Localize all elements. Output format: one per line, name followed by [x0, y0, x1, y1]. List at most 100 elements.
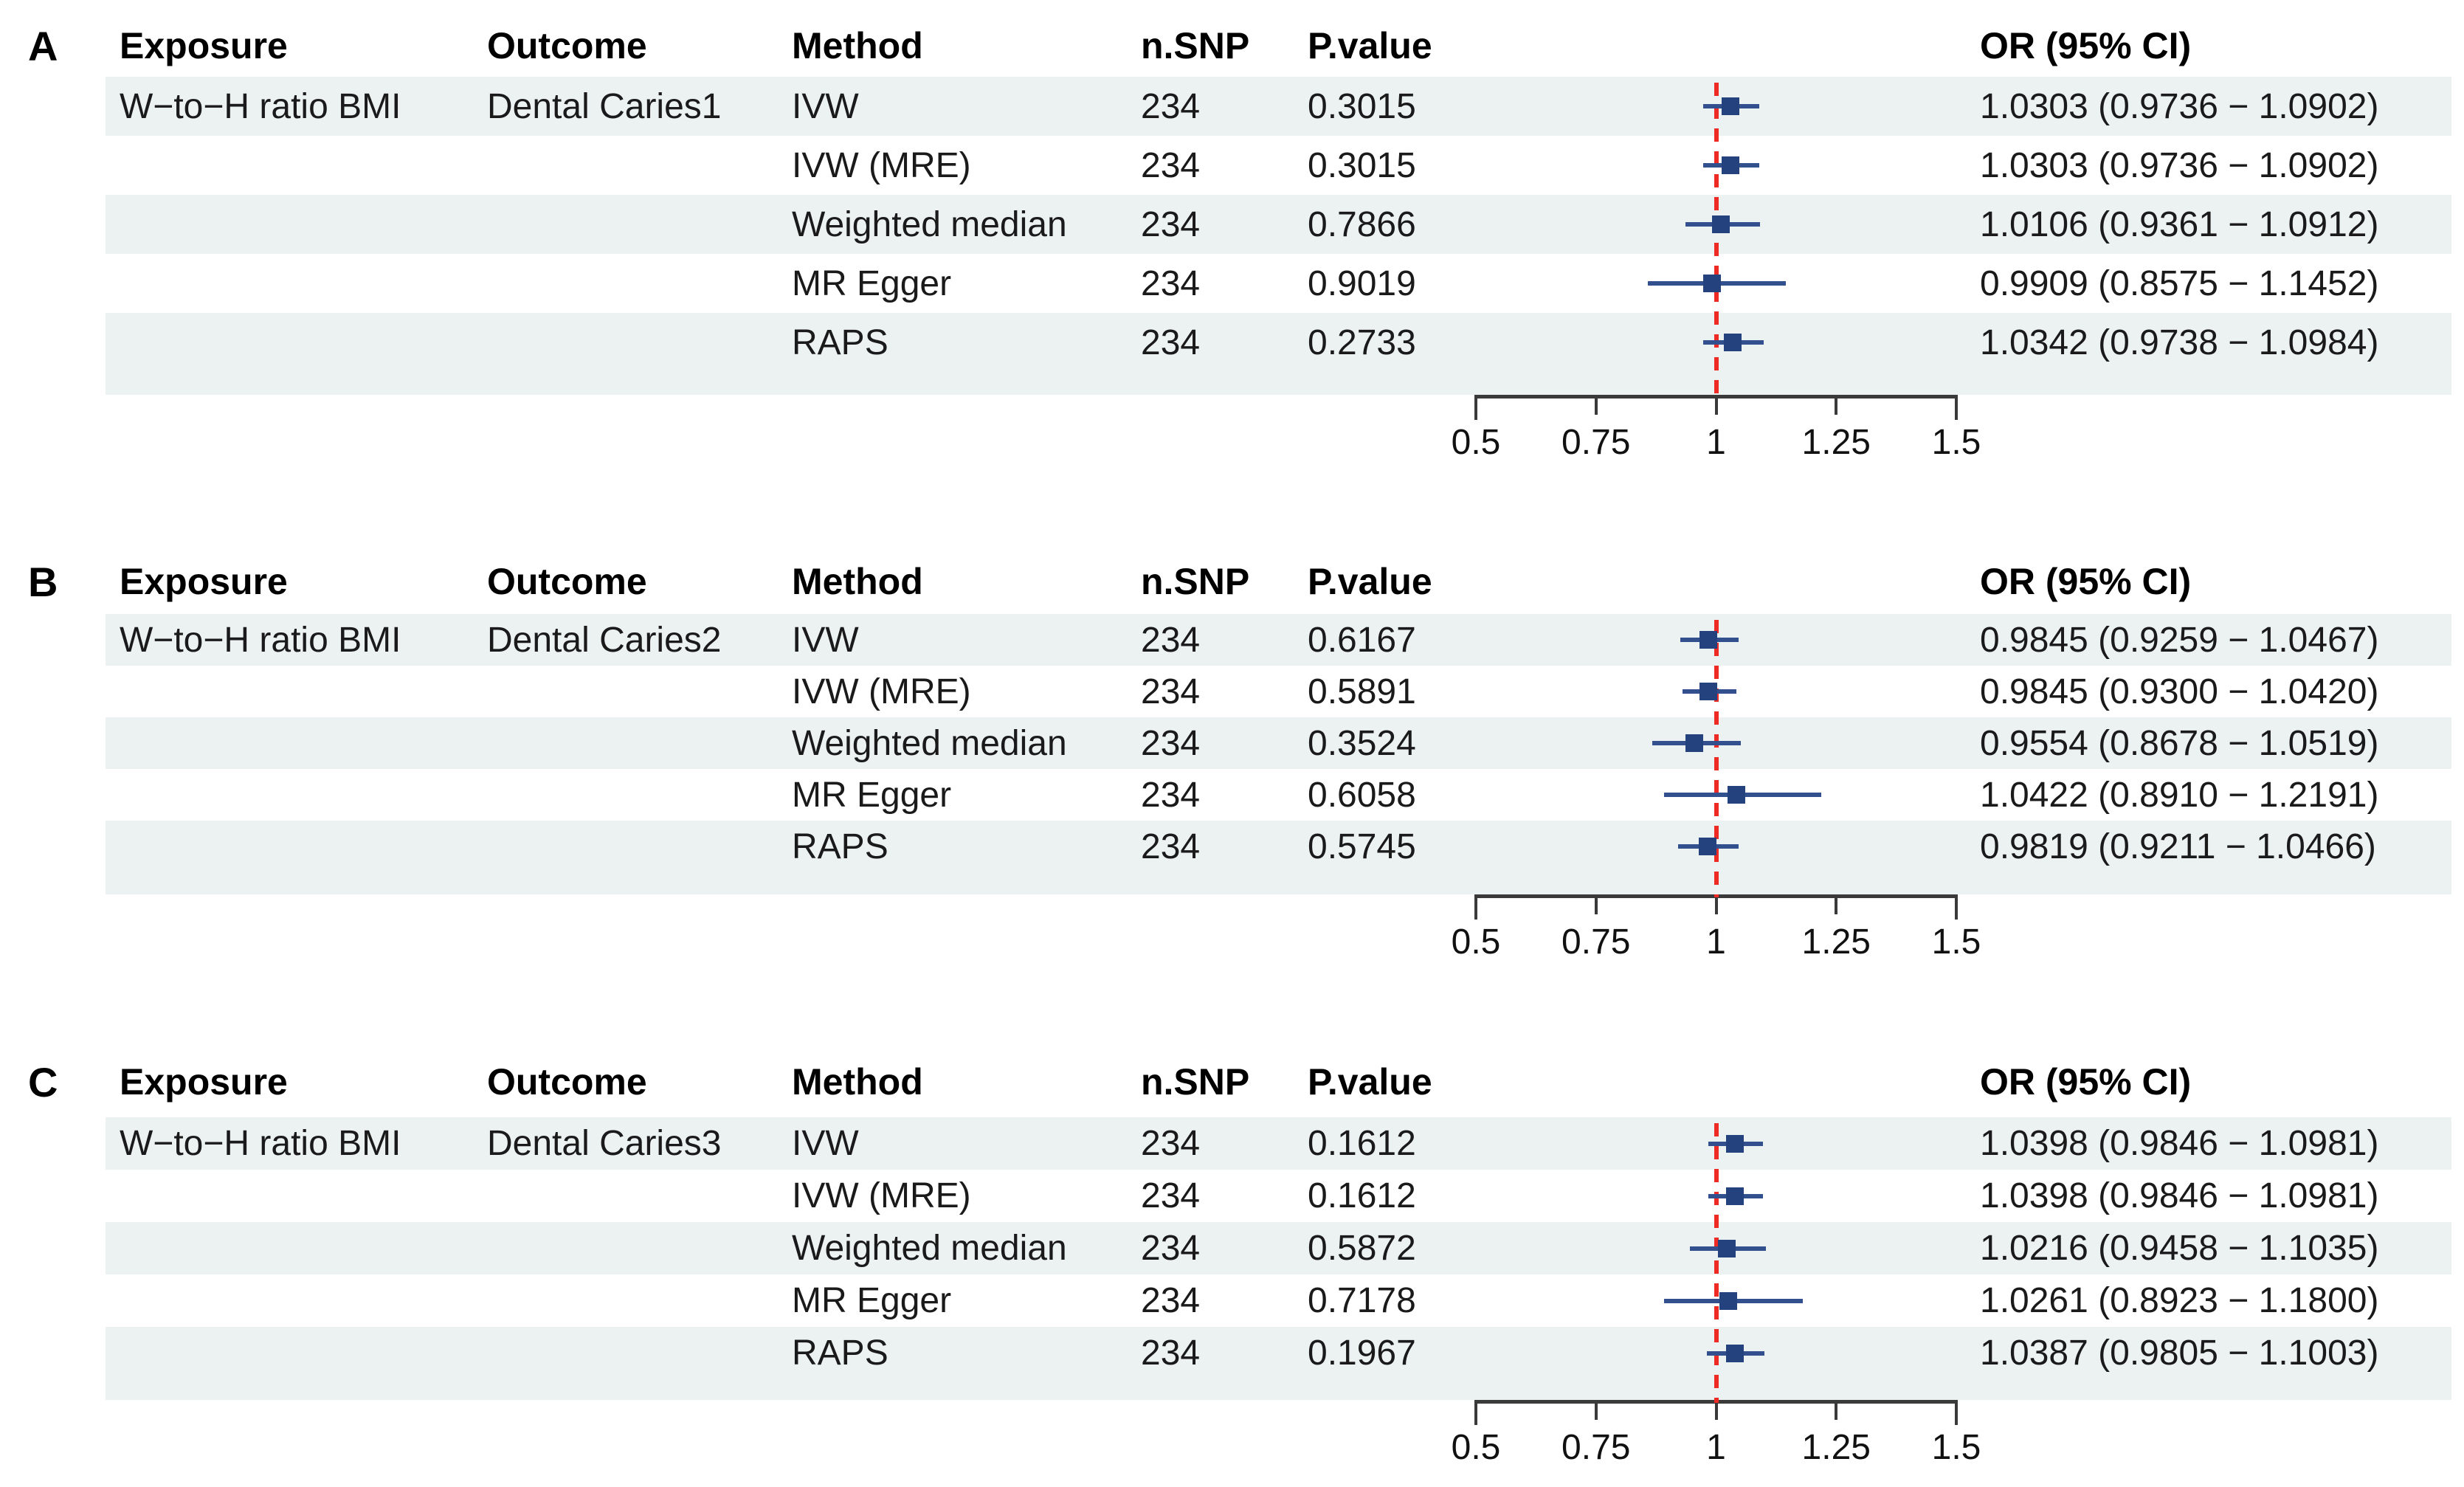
cell-nsnp: 234 [1141, 145, 1201, 185]
cell-outcome: Dental Caries2 [487, 620, 722, 660]
cell-method: RAPS [792, 827, 888, 866]
cell-pvalue: 0.1612 [1308, 1176, 1416, 1215]
cell-or-ci: 0.9845 (0.9300 − 1.0420) [1980, 672, 2379, 711]
or-point-marker [1685, 734, 1704, 752]
axis-tick-label: 1.5 [1931, 1427, 1981, 1467]
cell-pvalue: 0.3015 [1308, 145, 1416, 185]
cell-method: Weighted median [792, 723, 1067, 763]
axis-tick-label: 0.5 [1451, 422, 1501, 462]
axis-tick [1714, 395, 1718, 415]
cell-or-ci: 1.0342 (0.9738 − 1.0984) [1980, 322, 2379, 362]
row-stripe [106, 1117, 2451, 1170]
cell-method: RAPS [792, 1334, 888, 1373]
cell-pvalue: 0.7866 [1308, 204, 1416, 244]
cell-method: IVW [792, 1124, 859, 1163]
cell-nsnp: 234 [1141, 263, 1201, 303]
cell-pvalue: 0.9019 [1308, 263, 1416, 303]
or-point-marker [1726, 1187, 1745, 1205]
cell-or-ci: 1.0303 (0.9736 − 1.0902) [1980, 86, 2379, 126]
cell-nsnp: 234 [1141, 620, 1201, 660]
row-stripe-extension [106, 1379, 2451, 1400]
cell-nsnp: 234 [1141, 1176, 1201, 1215]
row-stripe [106, 77, 2451, 136]
axis-tick-label: 0.75 [1561, 422, 1631, 462]
column-header-exposure: Exposure [120, 1061, 288, 1103]
column-header-outcome: Outcome [487, 1061, 647, 1103]
row-stripe [106, 313, 2451, 372]
or-point-marker [1717, 1239, 1736, 1257]
cell-or-ci: 0.9845 (0.9259 − 1.0467) [1980, 620, 2379, 660]
axis-tick-label: 1 [1706, 922, 1726, 962]
or-point-marker [1719, 1291, 1738, 1310]
axis-tick [1955, 1400, 1958, 1425]
axis-tick-label: 1.25 [1801, 1427, 1871, 1467]
cell-pvalue: 0.7178 [1308, 1281, 1416, 1320]
axis-tick [1835, 894, 1838, 914]
cell-nsnp: 234 [1141, 1229, 1201, 1268]
cell-nsnp: 234 [1141, 1334, 1201, 1373]
cell-exposure: W−to−H ratio BMI [120, 620, 401, 660]
axis-tick-label: 0.5 [1451, 1427, 1501, 1467]
cell-pvalue: 0.3015 [1308, 86, 1416, 126]
cell-or-ci: 1.0387 (0.9805 − 1.1003) [1980, 1334, 2379, 1373]
cell-or-ci: 0.9819 (0.9211 − 1.0466) [1980, 827, 2376, 866]
axis-tick-label: 1.5 [1931, 922, 1981, 962]
cell-method: IVW (MRE) [792, 1176, 971, 1215]
row-stripe [106, 1222, 2451, 1274]
panel-label: C [28, 1058, 58, 1105]
cell-pvalue: 0.1967 [1308, 1334, 1416, 1373]
cell-method: RAPS [792, 322, 888, 362]
axis-tick-label: 0.5 [1451, 922, 1501, 962]
column-header-method: Method [792, 1061, 923, 1103]
axis-tick-label: 1.25 [1801, 422, 1871, 462]
row-stripe [106, 717, 2451, 769]
cell-pvalue: 0.5872 [1308, 1229, 1416, 1268]
column-header-exposure: Exposure [120, 25, 288, 66]
cell-nsnp: 234 [1141, 775, 1201, 815]
cell-pvalue: 0.2733 [1308, 322, 1416, 362]
cell-nsnp: 234 [1141, 1281, 1201, 1320]
axis-tick [1835, 395, 1838, 415]
cell-or-ci: 0.9554 (0.8678 − 1.0519) [1980, 723, 2379, 763]
cell-or-ci: 1.0261 (0.8923 − 1.1800) [1980, 1281, 2379, 1320]
cell-method: IVW [792, 620, 859, 660]
cell-exposure: W−to−H ratio BMI [120, 86, 401, 126]
column-header-method: Method [792, 561, 923, 602]
axis-tick [1955, 395, 1958, 420]
or-point-marker [1722, 97, 1740, 115]
row-stripe [106, 195, 2451, 254]
cell-or-ci: 1.0216 (0.9458 − 1.1035) [1980, 1229, 2379, 1268]
axis-tick-label: 1.5 [1931, 422, 1981, 462]
cell-or-ci: 1.0303 (0.9736 − 1.0902) [1980, 145, 2379, 185]
column-header-nsnp: n.SNP [1141, 25, 1250, 66]
or-point-marker [1725, 1344, 1744, 1362]
cell-nsnp: 234 [1141, 672, 1201, 711]
column-header-nsnp: n.SNP [1141, 561, 1250, 602]
axis-tick [1474, 395, 1477, 420]
cell-pvalue: 0.3524 [1308, 723, 1416, 763]
cell-outcome: Dental Caries3 [487, 1124, 722, 1163]
axis-tick-label: 0.75 [1561, 922, 1631, 962]
axis-tick [1474, 894, 1477, 920]
cell-nsnp: 234 [1141, 86, 1201, 126]
cell-pvalue: 0.5745 [1308, 827, 1416, 866]
cell-or-ci: 0.9909 (0.8575 − 1.1452) [1980, 263, 2379, 303]
cell-method: IVW (MRE) [792, 672, 971, 711]
column-header-or: OR (95% CI) [1980, 561, 2192, 602]
cell-method: Weighted median [792, 204, 1067, 244]
cell-or-ci: 1.0422 (0.8910 − 1.2191) [1980, 775, 2379, 815]
or-point-marker [1699, 631, 1718, 649]
cell-pvalue: 0.6058 [1308, 775, 1416, 815]
panel-label: B [28, 558, 58, 605]
cell-pvalue: 0.5891 [1308, 672, 1416, 711]
axis-tick-label: 1 [1706, 422, 1726, 462]
column-header-pvalue: P.value [1308, 25, 1432, 66]
row-stripe [106, 614, 2451, 666]
cell-nsnp: 234 [1141, 723, 1201, 763]
cell-method: IVW [792, 86, 859, 126]
cell-method: MR Egger [792, 1281, 952, 1320]
reference-line [1714, 620, 1719, 897]
